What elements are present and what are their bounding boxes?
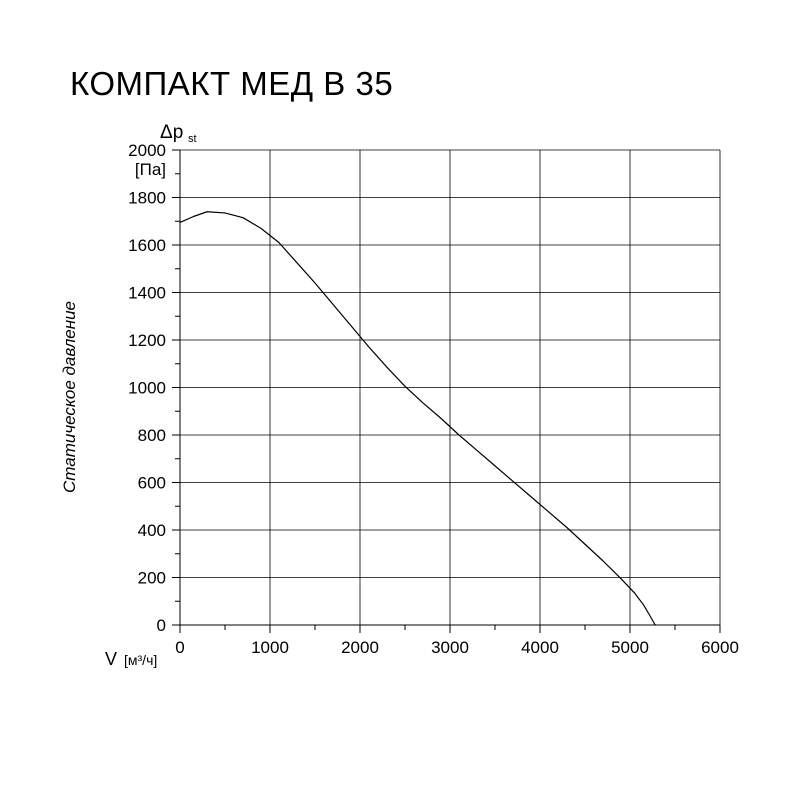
svg-text:400: 400 <box>138 521 166 540</box>
svg-text:4000: 4000 <box>521 638 559 657</box>
svg-text:[Па]: [Па] <box>135 160 166 179</box>
chart-svg: 0 1000 2000 3000 4000 5000 6000 0 200 400 600 800 10… <box>0 115 800 735</box>
svg-text:0: 0 <box>157 616 166 635</box>
svg-text:[м³/ч]: [м³/ч] <box>124 652 157 668</box>
svg-text:1800: 1800 <box>128 189 166 208</box>
svg-text:1400: 1400 <box>128 284 166 303</box>
svg-text:st: st <box>188 133 197 145</box>
svg-text:1000: 1000 <box>128 379 166 398</box>
svg-text:V: V <box>105 649 117 669</box>
svg-text:0: 0 <box>175 638 184 657</box>
chart-title: КОМПАКТ МЕД В 35 <box>70 65 393 103</box>
svg-text:1000: 1000 <box>251 638 289 657</box>
svg-text:2000: 2000 <box>128 141 166 160</box>
svg-text:3000: 3000 <box>431 638 469 657</box>
svg-text:1600: 1600 <box>128 236 166 255</box>
svg-text:5000: 5000 <box>611 638 649 657</box>
svg-text:Δp: Δp <box>160 122 183 143</box>
svg-text:Статическое давление: Статическое давление <box>60 301 79 493</box>
svg-text:2000: 2000 <box>341 638 379 657</box>
svg-text:200: 200 <box>138 569 166 588</box>
svg-text:6000: 6000 <box>701 638 739 657</box>
svg-text:800: 800 <box>138 426 166 445</box>
chart-area: 0 1000 2000 3000 4000 5000 6000 0 200 400 600 800 10… <box>0 115 800 735</box>
svg-text:600: 600 <box>138 474 166 493</box>
svg-text:1200: 1200 <box>128 331 166 350</box>
